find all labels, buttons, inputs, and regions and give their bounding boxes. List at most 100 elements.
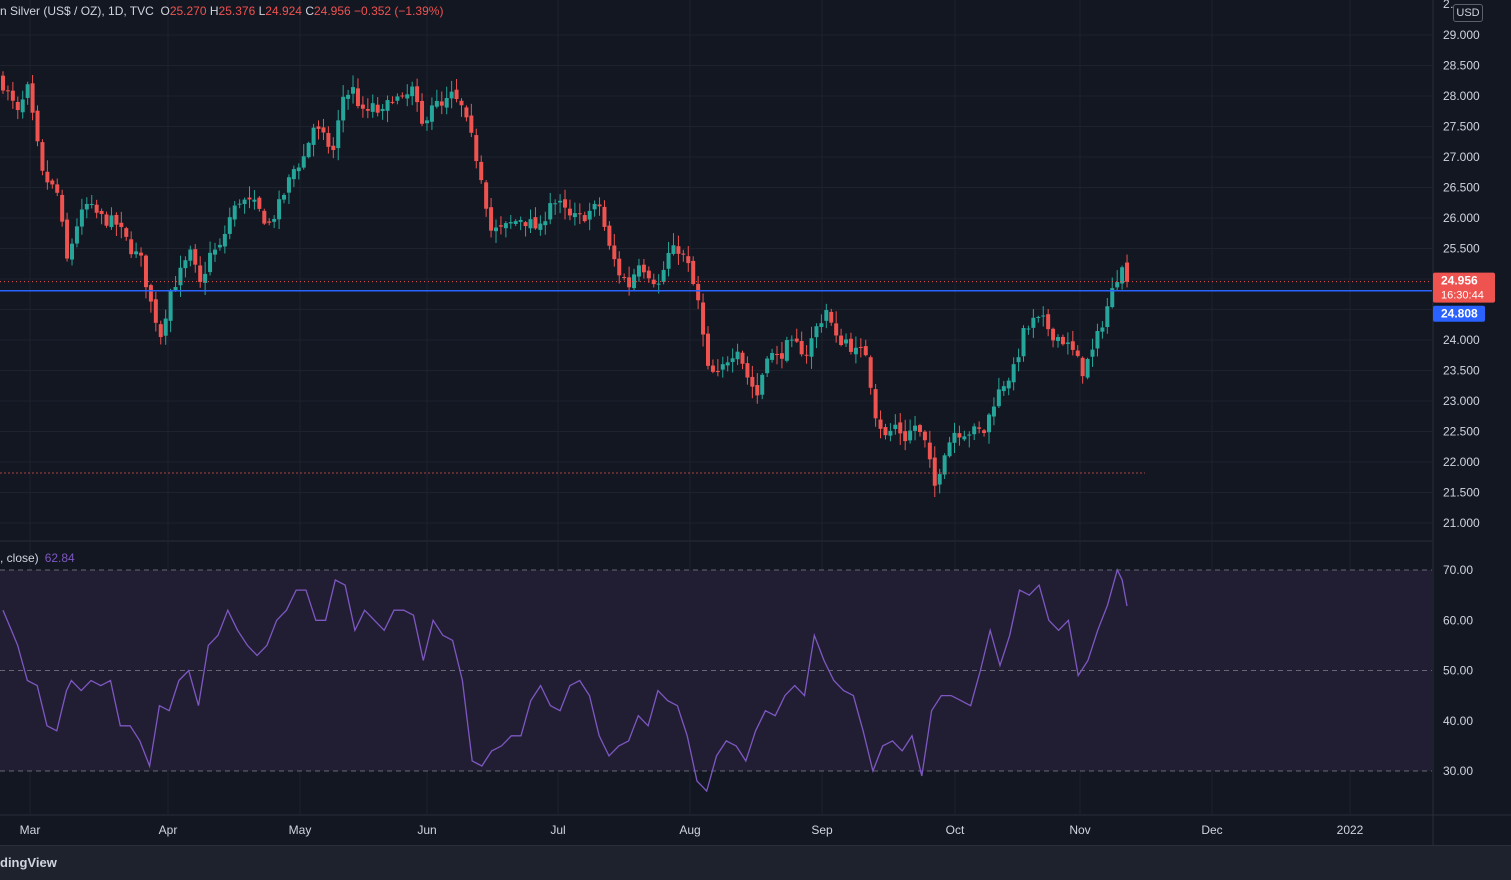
candle-body (355, 88, 360, 107)
price-candles[interactable] (1, 71, 1130, 498)
candle-body (543, 221, 548, 226)
candle-body (188, 249, 193, 261)
candle-body (809, 338, 814, 357)
candle-body (272, 218, 277, 222)
candle-body (464, 107, 469, 118)
candle-body (784, 340, 789, 361)
time-axis-label: Jul (550, 823, 565, 837)
candle-body (617, 258, 622, 276)
time-axis-label: 2022 (1337, 823, 1364, 837)
candle-body (957, 433, 962, 438)
open-label: O (160, 4, 170, 18)
candle-body (977, 427, 982, 429)
candle-body (479, 161, 484, 181)
time-axis-label: Oct (946, 823, 965, 837)
price-axis-tick: 22.500 (1443, 425, 1480, 439)
last-price-badge (1433, 272, 1495, 303)
rsi-axis-tick: 70.00 (1443, 563, 1473, 577)
candle-body (686, 256, 691, 264)
candle-body (15, 101, 20, 111)
candle-body (503, 223, 508, 229)
candle-body (696, 283, 701, 301)
candle-body (779, 353, 784, 359)
candle-body (656, 283, 661, 285)
candle-body (454, 89, 459, 100)
price-axis-tick: 27.500 (1443, 120, 1480, 134)
rsi-panel[interactable] (0, 568, 1432, 793)
candle-body (927, 442, 932, 460)
candle-body (824, 309, 829, 321)
low-label: L (258, 4, 266, 18)
candle-body (237, 203, 242, 205)
candle-body (173, 287, 178, 291)
candle-body (1070, 341, 1075, 350)
candle-body (878, 419, 883, 429)
candle-body (257, 197, 262, 209)
candle-body (1125, 262, 1130, 282)
candle-body (153, 299, 158, 323)
candle-body (444, 98, 449, 108)
candle-body (55, 184, 60, 193)
candle-body (484, 182, 489, 209)
candle-body (45, 171, 50, 183)
symbol-title[interactable]: n Silver (US$ / OZ), 1D, TVC (0, 4, 154, 18)
open-value: 25.270 (169, 4, 207, 18)
candle-body (858, 346, 863, 348)
candle-body (705, 333, 710, 366)
candle-body (710, 365, 715, 372)
candle-body (775, 353, 780, 355)
candle-body (498, 225, 503, 227)
candle-body (760, 374, 765, 395)
candle-body (212, 249, 217, 255)
candle-body (316, 126, 321, 129)
candle-body (607, 225, 612, 246)
candle-body (1110, 288, 1115, 308)
candle-body (1095, 330, 1100, 349)
candle-body (799, 341, 804, 355)
candle-body (1026, 328, 1031, 330)
candle-body (459, 100, 464, 106)
rsi-legend[interactable]: , close) 62.84 (0, 551, 75, 565)
candle-body (602, 206, 607, 227)
legend-header: n Silver (US$ / OZ), 1D, TVC O25.270 H25… (0, 4, 443, 18)
candle-body (35, 110, 40, 142)
candle-body (50, 180, 55, 185)
candle-body (745, 363, 750, 378)
currency-badge[interactable]: USD (1453, 4, 1483, 22)
candle-body (89, 203, 94, 205)
candle-body (198, 265, 203, 282)
candle-body (1080, 357, 1085, 377)
candle-body (646, 270, 651, 279)
candle-body (922, 431, 927, 441)
brand-logo-text[interactable]: dingView (0, 855, 57, 870)
candle-body (666, 252, 671, 269)
candle-body (296, 167, 301, 172)
price-axis-tick: 27.000 (1443, 150, 1480, 164)
candle-body (99, 210, 104, 215)
candle-body (750, 376, 755, 387)
rsi-axis-tick: 30.00 (1443, 764, 1473, 778)
candle-body (903, 431, 908, 442)
rsi-axis-tick: 40.00 (1443, 714, 1473, 728)
candle-body (908, 430, 913, 441)
candle-body (282, 194, 287, 200)
candle-body (1046, 314, 1051, 330)
candle-body (597, 204, 602, 207)
candle-body (277, 199, 282, 220)
candle-body (336, 120, 341, 149)
candle-body (5, 90, 10, 92)
candle-body (65, 219, 70, 259)
candle-body (439, 101, 444, 106)
candle-body (449, 91, 454, 99)
change-value: −0.352 (−1.39%) (354, 4, 444, 18)
time-axis-label: Sep (811, 823, 833, 837)
candle-body (311, 127, 316, 145)
close-label: C (305, 4, 314, 18)
candle-body (247, 197, 252, 200)
rsi-value: 62.84 (44, 551, 75, 565)
candle-body (942, 455, 947, 475)
candle-body (1001, 386, 1006, 392)
candle-body (405, 94, 410, 99)
candle-body (168, 291, 173, 321)
